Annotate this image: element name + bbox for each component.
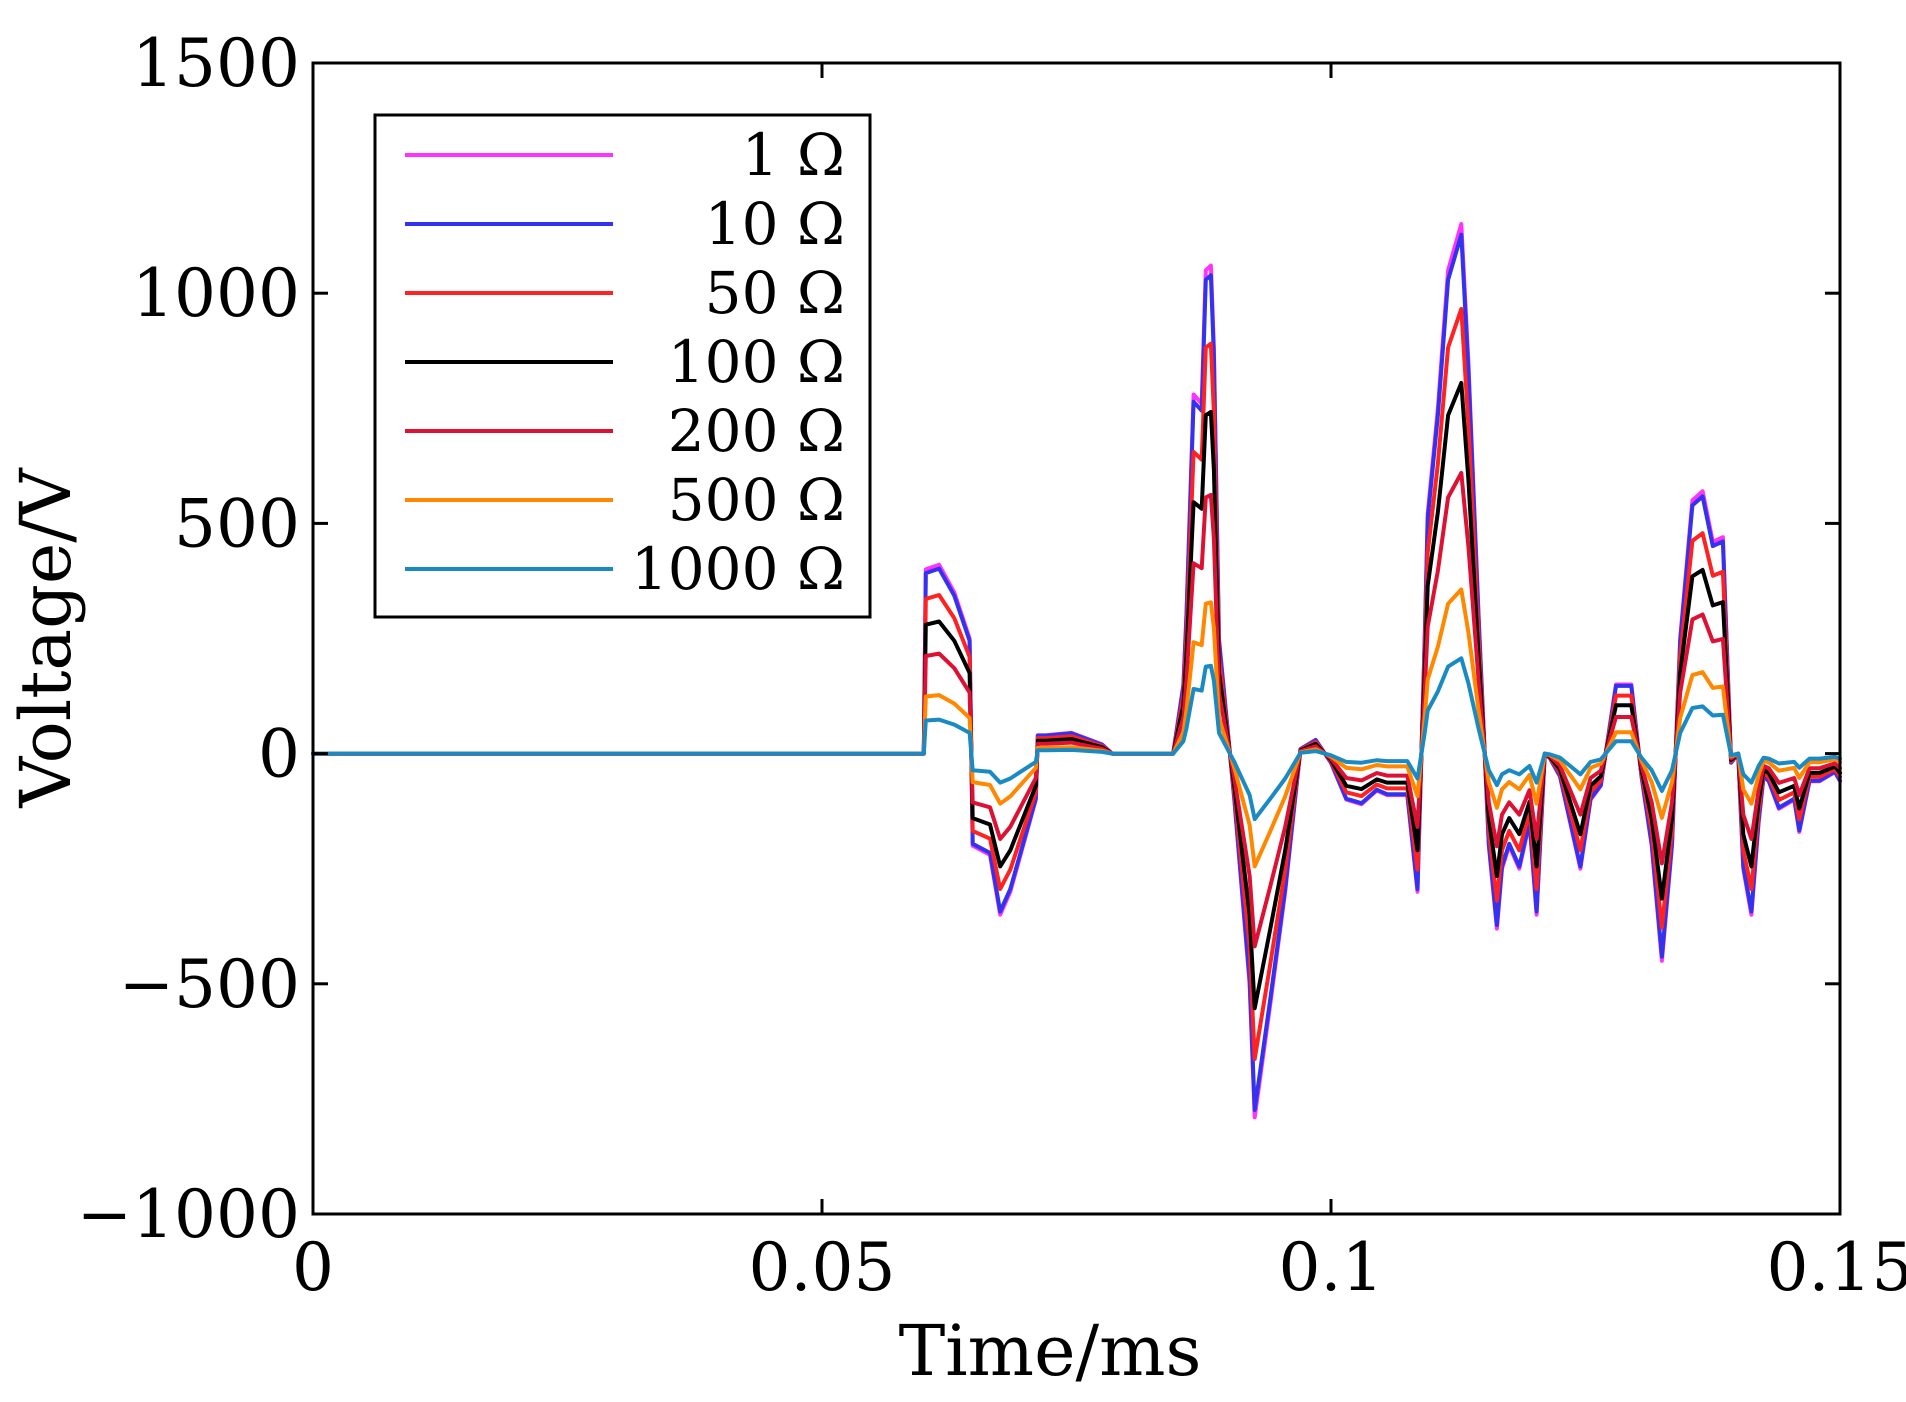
series-line-2 <box>311 306 1842 1062</box>
legend-label-0: 1 Ω <box>742 121 845 189</box>
legend-label-4: 200 Ω <box>668 397 845 465</box>
series-line-6 <box>311 656 1842 822</box>
y-axis-label: Voltage/V <box>5 467 87 808</box>
series-line-5 <box>311 587 1842 869</box>
legend-label-2: 50 Ω <box>705 259 845 327</box>
y-tick-label-0: −1000 <box>77 1176 300 1253</box>
x-tick-label-0: 0 <box>292 1229 334 1306</box>
legend-label-6: 1000 Ω <box>631 535 845 603</box>
ticks-layer: 0 0.05 0.1 0.15 −1000 −500 0 500 1000 1500 <box>77 25 1906 1306</box>
series-line-4 <box>311 471 1842 949</box>
x-axis-label: Time/ms <box>899 1310 1202 1392</box>
series-line-1 <box>311 232 1842 1112</box>
y-tick-label-2: 0 <box>258 716 300 793</box>
legend-label-3: 100 Ω <box>668 328 845 396</box>
series-layer <box>311 222 1842 1120</box>
y-tick-label-5: 1500 <box>132 25 300 102</box>
y-tick-label-3: 500 <box>174 485 300 562</box>
legend-label-1: 10 Ω <box>705 190 845 258</box>
y-tick-label-1: −500 <box>119 946 300 1023</box>
legend-box <box>373 113 872 619</box>
legend-label-5: 500 Ω <box>668 466 845 534</box>
series-line-3 <box>311 381 1842 1011</box>
plot-frame <box>311 61 1842 1216</box>
y-tick-label-4: 1000 <box>132 255 300 332</box>
x-tick-label-3: 0.15 <box>1767 1229 1906 1306</box>
x-tick-label-1: 0.05 <box>749 1229 896 1306</box>
x-tick-label-2: 0.1 <box>1279 1229 1384 1306</box>
